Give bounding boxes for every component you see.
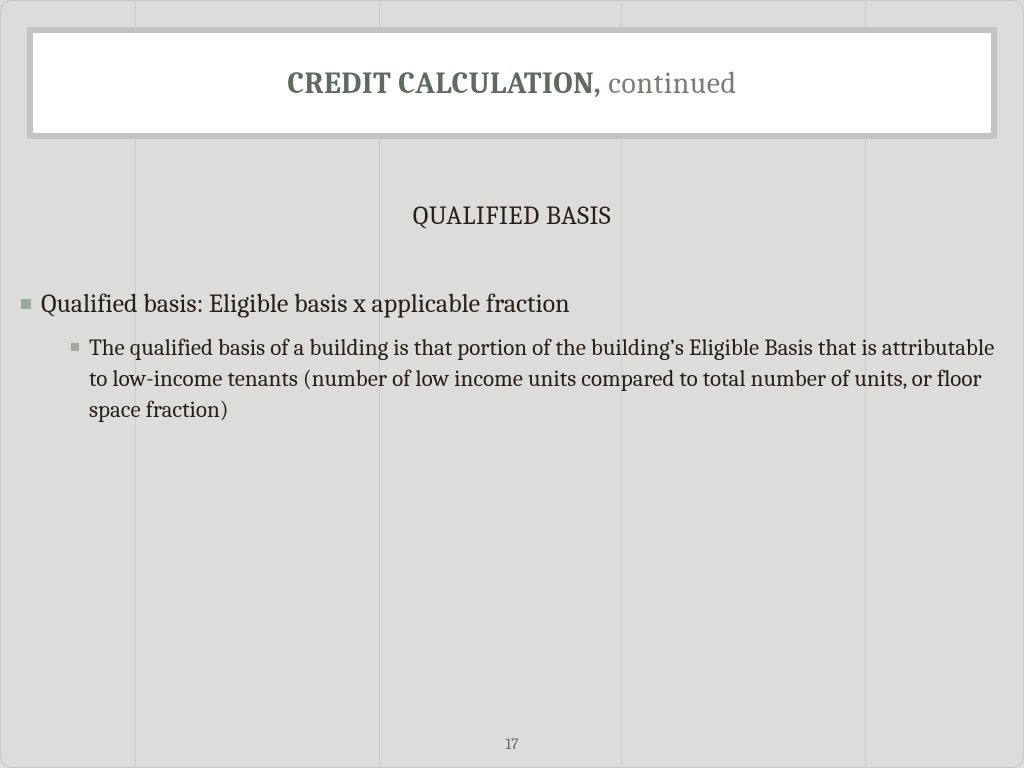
bullet-level-2: The qualified basis of a building is tha… xyxy=(71,332,997,425)
slide-title-bold: CREDIT CALCULATION, xyxy=(287,66,601,101)
square-bullet-icon xyxy=(71,343,79,351)
slide-title-rest: continued xyxy=(601,66,736,101)
bullet-level-1-text: Qualified basis: Eligible basis x applic… xyxy=(41,287,570,322)
content-area: Qualified basis: Eligible basis x applic… xyxy=(21,287,997,425)
page-number: 17 xyxy=(1,735,1023,753)
title-box: CREDIT CALCULATION, continued xyxy=(27,27,997,139)
bullet-level-1: Qualified basis: Eligible basis x applic… xyxy=(21,287,997,322)
square-bullet-icon xyxy=(21,299,31,309)
subheading: QUALIFIED BASIS xyxy=(1,201,1023,231)
slide-title: CREDIT CALCULATION, continued xyxy=(287,66,736,101)
bullet-level-2-text: The qualified basis of a building is tha… xyxy=(89,332,997,425)
